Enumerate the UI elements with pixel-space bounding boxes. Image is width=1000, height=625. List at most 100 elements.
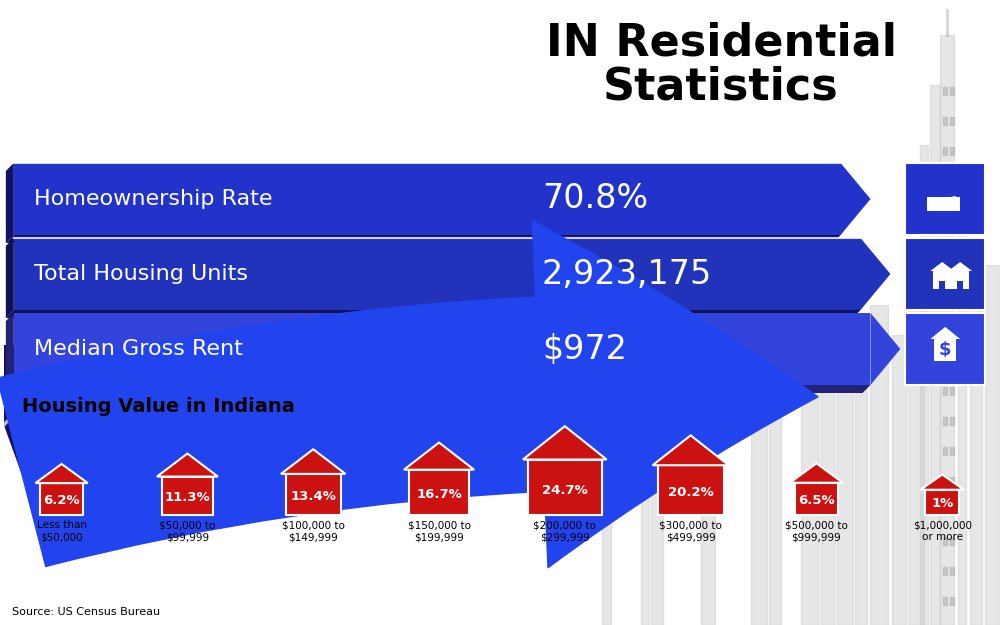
- Polygon shape: [157, 454, 218, 477]
- Text: Source: US Census Bureau: Source: US Census Bureau: [12, 607, 160, 617]
- Polygon shape: [933, 271, 951, 289]
- Bar: [701, 435, 715, 625]
- Text: $300,000 to
$499,999: $300,000 to $499,999: [659, 520, 722, 542]
- Polygon shape: [841, 163, 870, 235]
- Bar: [970, 245, 982, 625]
- Text: Less than
$50,000: Less than $50,000: [37, 520, 87, 542]
- Text: $972: $972: [542, 332, 627, 366]
- Bar: [957, 281, 963, 289]
- Text: $1,000,000
or more: $1,000,000 or more: [913, 520, 972, 542]
- Bar: [943, 267, 947, 275]
- Polygon shape: [934, 339, 956, 361]
- Bar: [930, 85, 940, 625]
- Text: Median Gross Rent: Median Gross Rent: [34, 339, 243, 359]
- Bar: [950, 387, 954, 395]
- Bar: [943, 207, 947, 215]
- Bar: [905, 313, 985, 385]
- Bar: [751, 425, 767, 625]
- Bar: [14, 313, 870, 385]
- Bar: [950, 357, 954, 365]
- Bar: [769, 405, 781, 625]
- Text: 13.4%: 13.4%: [290, 490, 336, 503]
- Bar: [950, 297, 954, 305]
- Text: Housing Value in Indiana: Housing Value in Indiana: [22, 397, 295, 416]
- Text: 24.7%: 24.7%: [542, 484, 588, 496]
- Bar: [943, 237, 947, 245]
- Bar: [943, 477, 947, 485]
- Bar: [985, 265, 1000, 625]
- Bar: [950, 237, 954, 245]
- Bar: [943, 387, 947, 395]
- Text: IN Residential: IN Residential: [546, 21, 897, 64]
- Bar: [801, 365, 819, 625]
- Text: $100,000 to
$149,999: $100,000 to $149,999: [282, 520, 345, 542]
- Text: 70.8%: 70.8%: [542, 182, 648, 216]
- Polygon shape: [870, 313, 900, 385]
- Bar: [892, 335, 906, 625]
- Polygon shape: [108, 265, 457, 430]
- Bar: [950, 207, 954, 215]
- Bar: [943, 87, 947, 95]
- Bar: [870, 305, 888, 625]
- Bar: [908, 285, 924, 625]
- Bar: [958, 195, 966, 625]
- Text: $500,000 to
$999,999: $500,000 to $999,999: [785, 520, 848, 542]
- Polygon shape: [404, 442, 474, 470]
- Text: 6.5%: 6.5%: [798, 494, 835, 507]
- Bar: [14, 238, 861, 310]
- Polygon shape: [948, 262, 972, 271]
- Polygon shape: [658, 465, 724, 515]
- Bar: [950, 507, 954, 515]
- Polygon shape: [40, 483, 83, 515]
- Bar: [943, 567, 947, 575]
- Bar: [943, 117, 947, 125]
- Text: $: $: [939, 341, 951, 359]
- Polygon shape: [6, 385, 870, 393]
- Polygon shape: [6, 313, 14, 393]
- Polygon shape: [927, 197, 960, 211]
- Polygon shape: [795, 482, 838, 515]
- Polygon shape: [861, 238, 890, 310]
- Bar: [939, 281, 945, 289]
- Polygon shape: [528, 459, 602, 515]
- Polygon shape: [6, 235, 841, 243]
- Bar: [641, 470, 649, 625]
- Bar: [651, 455, 663, 625]
- Polygon shape: [4, 345, 24, 480]
- Text: 6.2%: 6.2%: [43, 494, 80, 507]
- Polygon shape: [133, 285, 432, 485]
- Polygon shape: [24, 285, 313, 480]
- Polygon shape: [162, 477, 213, 515]
- Polygon shape: [790, 463, 843, 482]
- Bar: [855, 375, 867, 625]
- Bar: [602, 465, 611, 625]
- Polygon shape: [409, 470, 469, 515]
- Text: 16.7%: 16.7%: [416, 488, 462, 501]
- Text: 11.3%: 11.3%: [165, 491, 210, 504]
- Bar: [950, 177, 954, 185]
- Bar: [950, 327, 954, 335]
- Bar: [950, 567, 954, 575]
- Bar: [943, 147, 947, 155]
- Text: Homeownership Rate: Homeownership Rate: [34, 189, 272, 209]
- Bar: [950, 87, 954, 95]
- Polygon shape: [286, 474, 341, 515]
- Bar: [943, 447, 947, 455]
- Bar: [943, 327, 947, 335]
- Text: 20.2%: 20.2%: [668, 486, 713, 499]
- Text: Total Housing Units: Total Housing Units: [34, 264, 248, 284]
- Bar: [950, 417, 954, 425]
- Text: Statistics: Statistics: [603, 66, 839, 109]
- Bar: [905, 163, 985, 235]
- Bar: [950, 447, 954, 455]
- Bar: [950, 117, 954, 125]
- Bar: [905, 238, 985, 310]
- Polygon shape: [925, 490, 959, 515]
- Polygon shape: [281, 449, 345, 474]
- Polygon shape: [4, 250, 333, 425]
- Polygon shape: [35, 464, 88, 483]
- Bar: [821, 385, 835, 625]
- Bar: [943, 417, 947, 425]
- Polygon shape: [6, 310, 861, 318]
- Text: $150,000 to
$199,999: $150,000 to $199,999: [408, 520, 471, 542]
